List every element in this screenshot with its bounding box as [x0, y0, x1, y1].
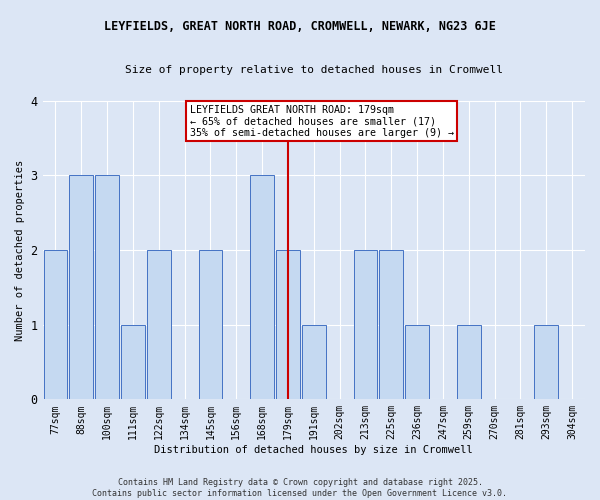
Bar: [379, 250, 403, 400]
Bar: [70, 176, 93, 400]
X-axis label: Distribution of detached houses by size in Cromwell: Distribution of detached houses by size …: [154, 445, 473, 455]
Bar: [147, 250, 170, 400]
Bar: [302, 324, 326, 400]
Text: LEYFIELDS GREAT NORTH ROAD: 179sqm
← 65% of detached houses are smaller (17)
35%: LEYFIELDS GREAT NORTH ROAD: 179sqm ← 65%…: [190, 104, 454, 138]
Bar: [405, 324, 429, 400]
Bar: [199, 250, 223, 400]
Bar: [535, 324, 558, 400]
Bar: [121, 324, 145, 400]
Bar: [276, 250, 300, 400]
Bar: [250, 176, 274, 400]
Bar: [44, 250, 67, 400]
Bar: [353, 250, 377, 400]
Text: LEYFIELDS, GREAT NORTH ROAD, CROMWELL, NEWARK, NG23 6JE: LEYFIELDS, GREAT NORTH ROAD, CROMWELL, N…: [104, 20, 496, 33]
Title: Size of property relative to detached houses in Cromwell: Size of property relative to detached ho…: [125, 65, 503, 75]
Text: Contains HM Land Registry data © Crown copyright and database right 2025.
Contai: Contains HM Land Registry data © Crown c…: [92, 478, 508, 498]
Bar: [457, 324, 481, 400]
Bar: [95, 176, 119, 400]
Y-axis label: Number of detached properties: Number of detached properties: [15, 160, 25, 340]
